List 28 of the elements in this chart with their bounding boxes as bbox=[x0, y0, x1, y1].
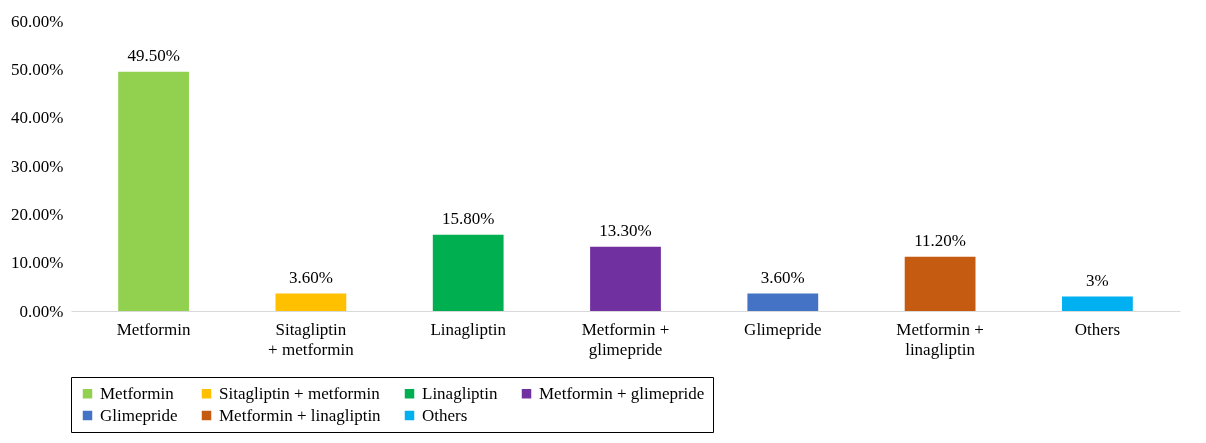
data-label: 49.50% bbox=[127, 45, 180, 65]
y-tick-label: 10.00% bbox=[11, 253, 64, 273]
x-tick-label: Sitagliptin + metformin bbox=[268, 319, 355, 359]
y-tick-label: 60.00% bbox=[11, 11, 64, 31]
y-tick-label: 50.00% bbox=[11, 59, 64, 79]
data-label: 13.30% bbox=[599, 220, 652, 240]
x-tick-label: Metformin + linagliptin bbox=[896, 319, 984, 359]
data-label: 3% bbox=[1086, 270, 1109, 290]
y-tick-label: 40.00% bbox=[11, 108, 64, 128]
legend-label: Metformin + linagliptin bbox=[219, 405, 382, 425]
data-label: 3.60% bbox=[760, 267, 805, 287]
legend-label: Sitagliptin + metformin bbox=[219, 383, 381, 403]
y-tick-label: 30.00% bbox=[11, 156, 64, 176]
legend-label: Glimepride bbox=[100, 405, 178, 425]
legend-label: Metformin + glimepride bbox=[539, 383, 705, 403]
data-label: 3.60% bbox=[288, 267, 333, 287]
x-tick-label: Glimepride bbox=[744, 319, 822, 339]
legend-label: Others bbox=[422, 405, 468, 425]
legend-label: Metformin bbox=[100, 383, 175, 403]
x-tick-label: Linagliptin bbox=[430, 319, 507, 339]
y-tick-label: 20.00% bbox=[11, 204, 64, 224]
data-label: 11.20% bbox=[914, 230, 966, 250]
legend-label: Linagliptin bbox=[422, 383, 499, 403]
data-label: 15.80% bbox=[441, 208, 495, 228]
x-tick-label: Metformin + glimepride bbox=[581, 319, 670, 359]
x-tick-label: Others bbox=[1074, 319, 1121, 339]
y-tick-label: 0.00% bbox=[19, 301, 64, 321]
x-tick-label: Metformin bbox=[116, 319, 191, 339]
